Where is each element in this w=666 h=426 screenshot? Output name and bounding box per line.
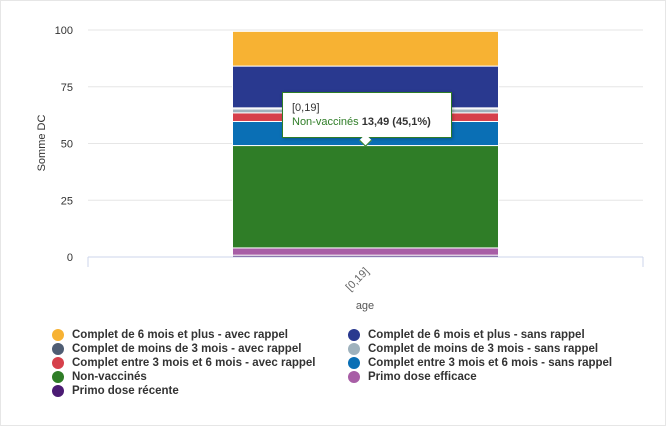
legend-item[interactable]: Non-vaccinés [52, 370, 147, 384]
legend-item[interactable]: Complet de 6 mois et plus - sans rappel [348, 328, 585, 342]
bar-segment[interactable] [232, 30, 499, 67]
legend-swatch-icon [348, 371, 360, 383]
legend-label: Complet de moins de 3 mois - avec rappel [72, 343, 302, 355]
tooltip-line: Non-vaccinés 13,49 (45,1%) [292, 116, 431, 128]
tooltip-category: [0,19] [292, 102, 320, 114]
legend-item[interactable]: Complet entre 3 mois et 6 mois - sans ra… [348, 356, 612, 370]
legend-item[interactable]: Complet de moins de 3 mois - avec rappel [52, 342, 301, 356]
legend-label: Complet de 6 mois et plus - sans rappel [368, 329, 585, 341]
legend-label: Complet entre 3 mois et 6 mois - avec ra… [72, 357, 316, 369]
y-tick-label: 100 [55, 25, 73, 37]
x-axis-label: age [356, 300, 374, 312]
y-axis-label: Somme DC [36, 115, 48, 172]
bar-segment[interactable] [232, 145, 499, 249]
legend-swatch-icon [52, 343, 64, 355]
y-tick-label: 0 [67, 252, 73, 264]
bar-tooltip: [0,19] Non-vaccinés 13,49 (45,1%) [282, 92, 452, 147]
x-tick-label: [0,19] [344, 266, 372, 294]
tooltip-series: Non-vaccinés [292, 116, 359, 128]
legend-swatch-icon [52, 357, 64, 369]
bar-segment[interactable] [232, 247, 499, 256]
legend-label: Primo dose efficace [368, 371, 477, 383]
legend-item[interactable]: Complet entre 3 mois et 6 mois - avec ra… [52, 356, 316, 370]
legend-label: Primo dose récente [72, 385, 179, 397]
legend-swatch-icon [348, 329, 360, 341]
legend-swatch-icon [52, 329, 64, 341]
legend-label: Complet de moins de 3 mois - sans rappel [368, 343, 599, 355]
legend-swatch-icon [348, 357, 360, 369]
legend-label: Non-vaccinés [72, 371, 147, 383]
legend-item[interactable]: Complet de moins de 3 mois - sans rappel [348, 342, 598, 356]
legend-swatch-icon [52, 371, 64, 383]
y-tick-label: 50 [61, 139, 73, 151]
legend-item[interactable]: Complet de 6 mois et plus - avec rappel [52, 328, 288, 342]
legend-item[interactable]: Primo dose efficace [348, 370, 477, 384]
legend-swatch-icon [52, 385, 64, 397]
legend-label: Complet entre 3 mois et 6 mois - sans ra… [368, 357, 613, 369]
tooltip-value: 13,49 (45,1%) [361, 116, 431, 128]
legend-swatch-icon [348, 343, 360, 355]
y-tick-label: 75 [61, 82, 73, 94]
legend-label: Complet de 6 mois et plus - avec rappel [72, 329, 289, 341]
y-tick-label: 25 [61, 195, 73, 207]
legend-item[interactable]: Primo dose récente [52, 384, 179, 398]
